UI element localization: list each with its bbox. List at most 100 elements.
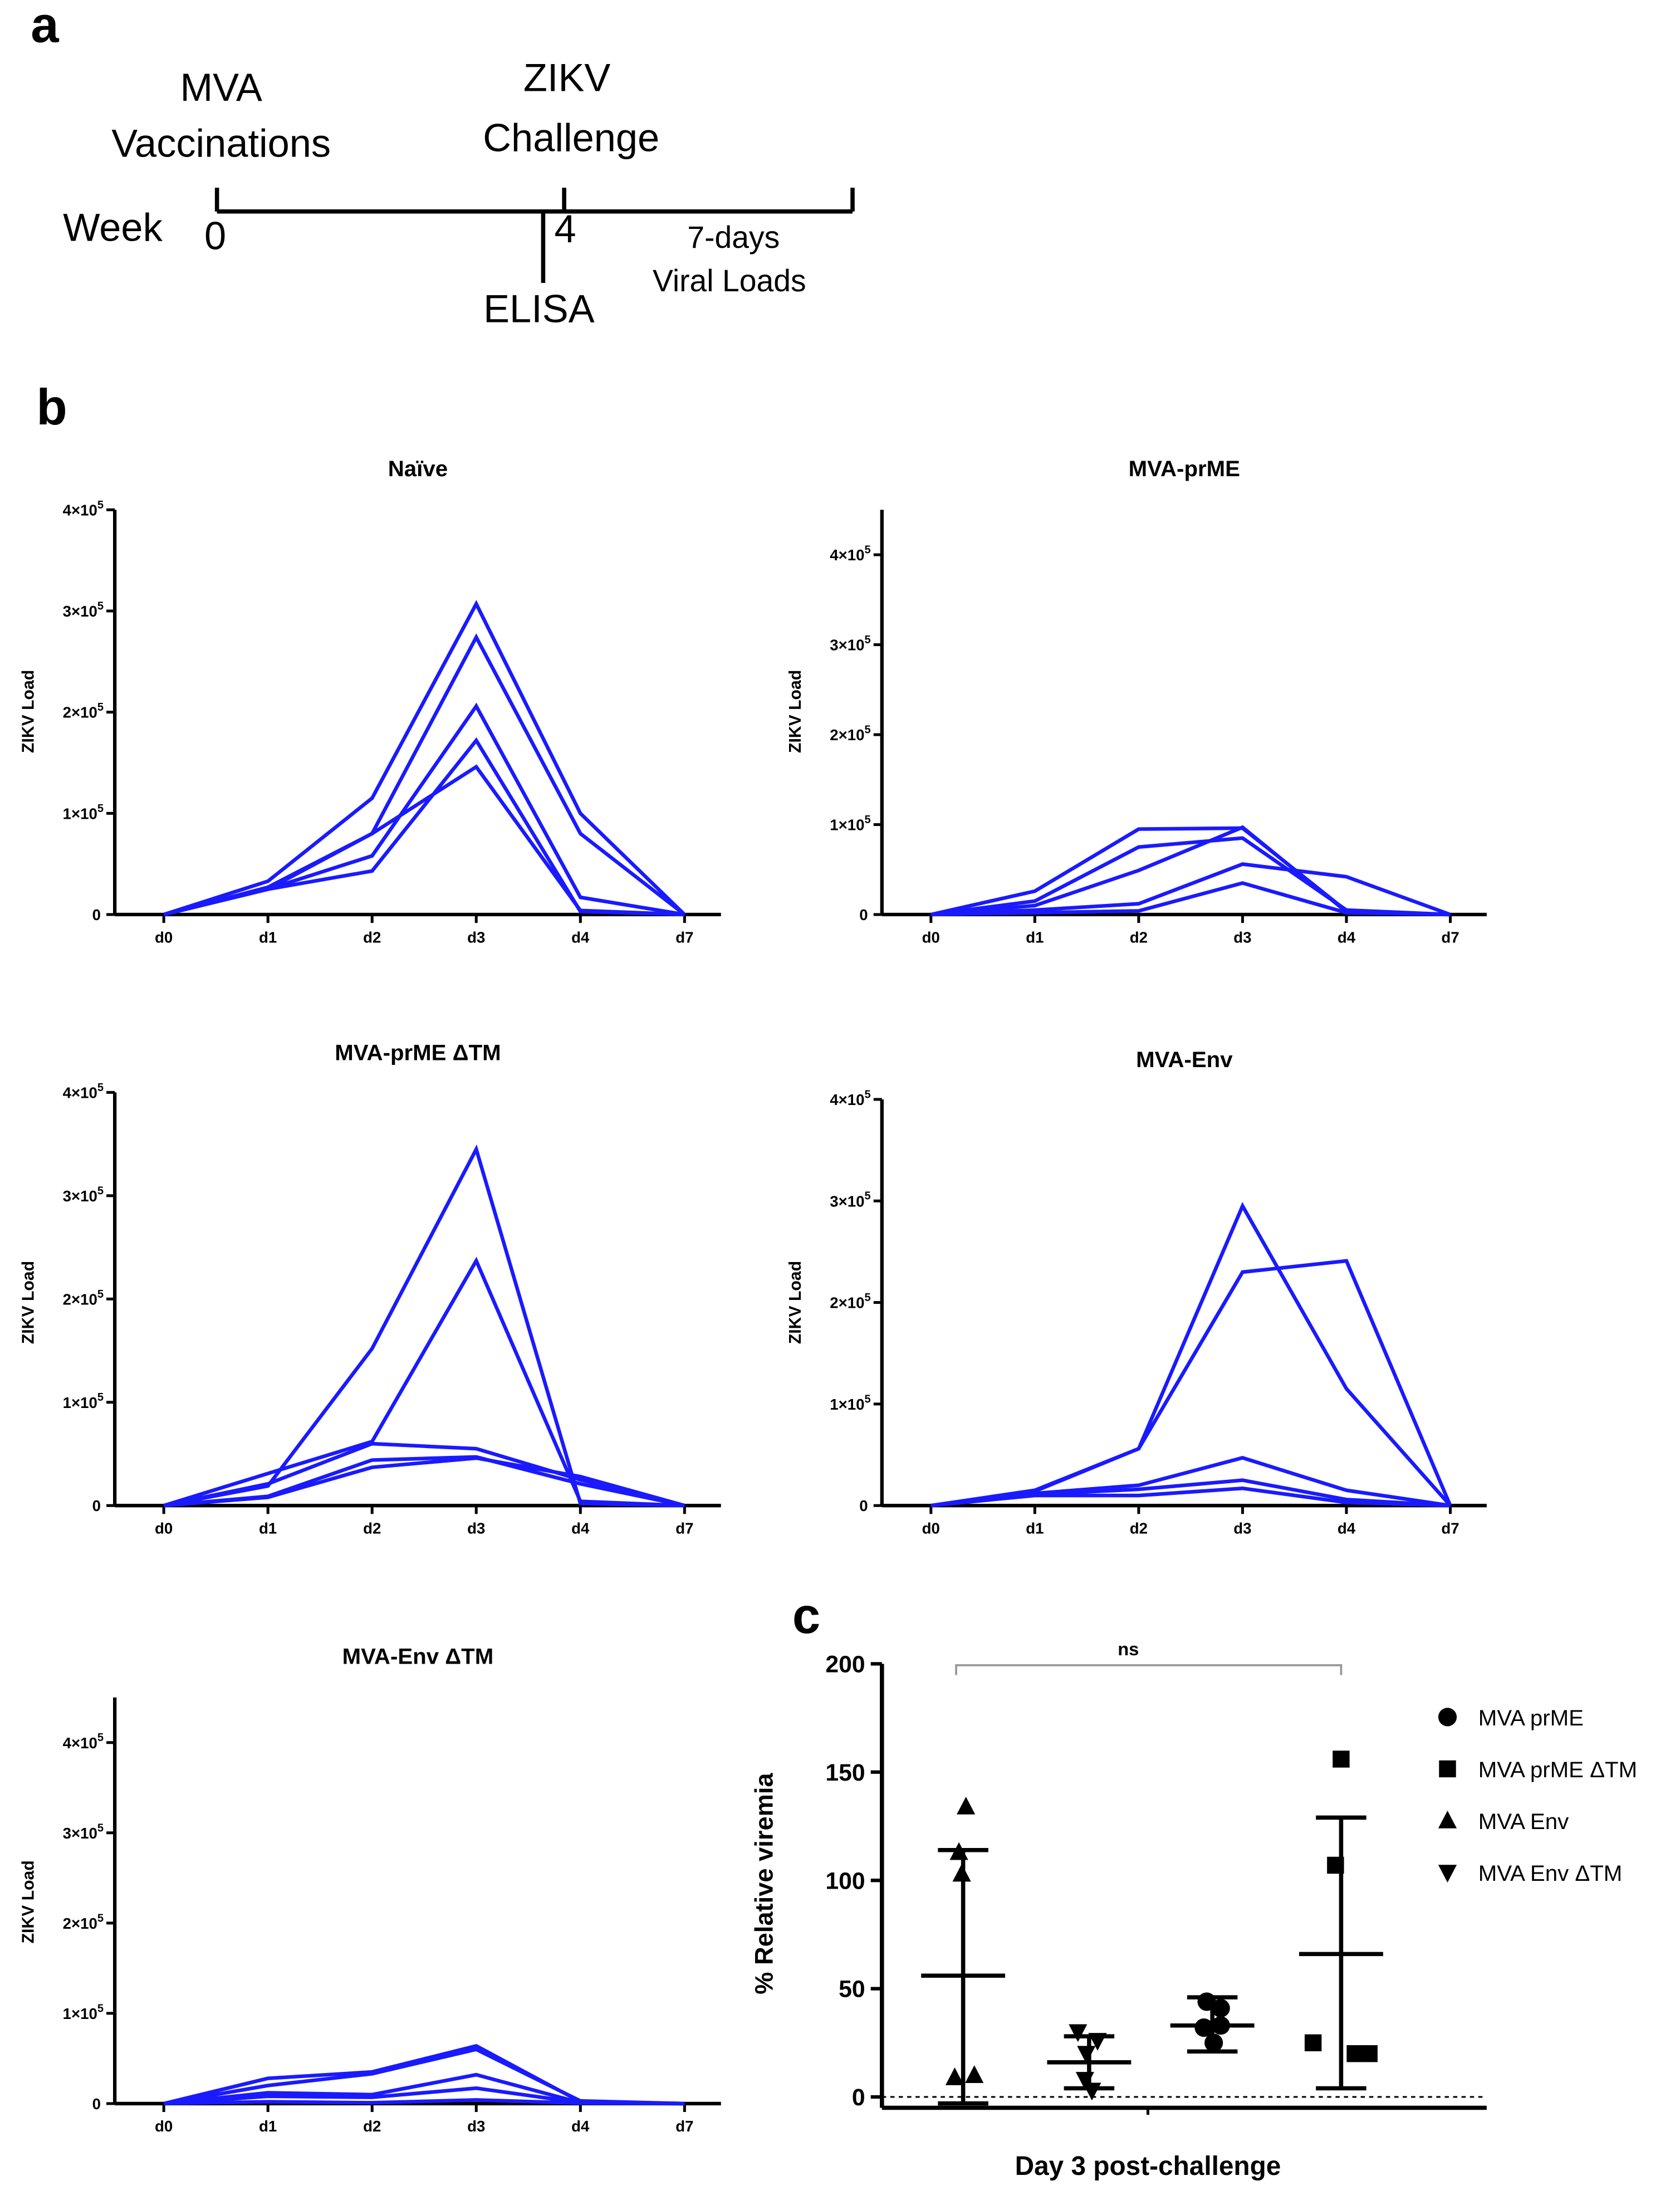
data-point	[1197, 1992, 1216, 2011]
x-tick-label: d0	[155, 2118, 173, 2135]
y-tick-label: 0	[92, 906, 101, 923]
y-tick-label: 1×105	[63, 803, 104, 823]
y-axis-label: ZIKV Load	[19, 1860, 37, 1943]
timeline-viral-loads-label: Viral Loads	[653, 263, 806, 298]
y-tick-label: 2×105	[63, 1912, 104, 1932]
timeline-week-4: 4	[555, 207, 576, 251]
y-tick-label: 0	[852, 2084, 865, 2111]
legend-label: MVA Env ΔTM	[1478, 1861, 1623, 1886]
chart-title: MVA-Env	[1136, 1047, 1233, 1072]
legend-marker-square	[1439, 1760, 1456, 1778]
data-point	[1211, 1999, 1230, 2018]
y-tick-label: 4×105	[63, 499, 104, 519]
data-point	[957, 1797, 976, 1815]
y-tick-label: 3×105	[830, 1190, 870, 1210]
legend-marker-circle	[1438, 1708, 1457, 1727]
x-tick-label: d2	[363, 2118, 381, 2135]
x-tick-label: d7	[1441, 1519, 1459, 1537]
x-tick-label: d3	[1233, 1519, 1251, 1537]
series-line-animal-5	[164, 2098, 685, 2106]
group-mva-prme-tm	[1299, 1751, 1383, 2091]
series-line-animal-5	[163, 1456, 685, 1508]
data-point	[1194, 2018, 1213, 2037]
group-mva-env-tm	[1047, 2024, 1132, 2101]
x-tick-label: d7	[675, 2118, 693, 2135]
chart-title: MVA-prME ΔTM	[335, 1040, 501, 1065]
x-tick-label: d2	[1130, 1519, 1148, 1537]
data-point	[952, 1864, 971, 1882]
legend: MVA prME MVA prME ΔTM MVA Env MVA Env ΔTM	[1438, 1705, 1637, 1886]
y-tick-label: 100	[825, 1867, 865, 1894]
chart-mva-prme-dtm: MVA-prME ΔTM ZIKV Load 0 1×105 2×105 3×105 4×1…	[19, 1040, 721, 1537]
series-line-animal-5	[163, 764, 685, 917]
data-point	[1304, 2034, 1322, 2052]
timeline-vaccinations-label: Vaccinations	[111, 121, 331, 165]
x-tick-label: d2	[363, 928, 381, 946]
data-point	[1075, 2072, 1094, 2090]
data-point	[1333, 1751, 1350, 1768]
y-tick-label: 3×105	[63, 600, 104, 620]
x-tick-label: d4	[571, 2118, 590, 2135]
data-point	[1204, 2033, 1223, 2052]
timeline-week-0: 0	[204, 214, 226, 258]
data-point	[1327, 1856, 1344, 1874]
series-line-animal-5	[930, 881, 1451, 917]
y-tick-label: 0	[859, 906, 868, 923]
x-tick-label: d2	[1130, 928, 1148, 946]
x-tick-label: d7	[675, 928, 693, 946]
x-tick-label: d3	[467, 2118, 485, 2135]
y-tick-label: 4×105	[830, 1088, 870, 1108]
y-axis-label: ZIKV Load	[786, 670, 805, 753]
series-line-animal-5	[930, 1486, 1451, 1508]
y-tick-label: 3×105	[63, 1822, 104, 1842]
chart-title: Naïve	[388, 456, 448, 481]
y-axis-label: ZIKV Load	[786, 1261, 805, 1344]
x-tick-label: d3	[1233, 928, 1251, 946]
legend-label: MVA prME ΔTM	[1478, 1757, 1637, 1782]
y-tick-label: 3×105	[830, 634, 870, 654]
group-mva-prme	[1170, 1992, 1255, 2054]
y-tick-label: 2×105	[830, 1292, 870, 1312]
x-tick-label: d4	[571, 1519, 590, 1537]
data-point	[1211, 2016, 1230, 2035]
y-tick-label: 1×105	[830, 1393, 870, 1413]
significance-bracket	[955, 1664, 1343, 1675]
y-tick-label: 4×105	[830, 544, 870, 564]
series-line-animal-1	[163, 600, 686, 917]
x-tick-label: d2	[363, 1519, 381, 1537]
x-tick-label: d7	[675, 1519, 693, 1537]
chart-title: MVA-prME	[1129, 456, 1240, 481]
y-tick-label: 3×105	[63, 1185, 104, 1205]
data-point	[965, 2065, 984, 2083]
y-tick-label: 4×105	[63, 1082, 104, 1102]
timeline-7days-label: 7-days	[687, 220, 780, 255]
timeline-zikv-label: ZIKV	[523, 55, 610, 99]
y-tick-label: 0	[92, 2095, 101, 2113]
x-tick-label: d1	[1026, 928, 1044, 946]
legend-marker-triangle-down	[1438, 1865, 1457, 1883]
series-line-animal-2	[163, 633, 686, 917]
y-axis-label: ZIKV Load	[19, 1261, 37, 1344]
y-tick-label: 50	[839, 1976, 865, 2003]
series-line-animal-2	[930, 1259, 1452, 1508]
series-line-animal-1	[930, 1201, 1452, 1508]
y-tick-label: 2×105	[63, 701, 104, 721]
x-tick-label: d3	[467, 928, 485, 946]
y-tick-label: 2×105	[63, 1288, 104, 1308]
chart-title: MVA-Env ΔTM	[342, 1644, 494, 1669]
series-line-animal-2	[163, 1256, 685, 1508]
series-line-animal-3	[930, 825, 1451, 917]
group-mva-env	[921, 1797, 1006, 2106]
chart-relative-viremia: 0 50 100 150 200 % Relative viremia Day 3 post…	[750, 1639, 1637, 2181]
timeline-mva-label: MVA	[180, 65, 262, 109]
legend-label: MVA prME	[1478, 1705, 1584, 1730]
x-tick-label: d0	[922, 928, 940, 946]
x-tick-label: d4	[571, 928, 590, 946]
significance-label: ns	[1118, 1639, 1139, 1659]
x-axis-label: Day 3 post-challenge	[1015, 2152, 1281, 2181]
timeline-week-label: Week	[63, 206, 163, 250]
legend-marker-triangle-up	[1438, 1811, 1457, 1828]
panel-label-b: b	[36, 379, 67, 436]
x-tick-label: d0	[155, 1519, 173, 1537]
y-tick-label: 150	[825, 1759, 865, 1786]
